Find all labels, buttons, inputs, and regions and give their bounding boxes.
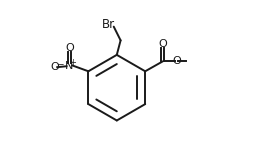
Text: Br: Br: [102, 18, 115, 31]
Text: N: N: [65, 61, 74, 71]
Text: −: −: [56, 59, 63, 68]
Text: O: O: [65, 43, 74, 53]
Text: O: O: [50, 62, 59, 72]
Text: +: +: [69, 58, 76, 67]
Text: O: O: [172, 56, 181, 66]
Text: O: O: [158, 39, 167, 49]
